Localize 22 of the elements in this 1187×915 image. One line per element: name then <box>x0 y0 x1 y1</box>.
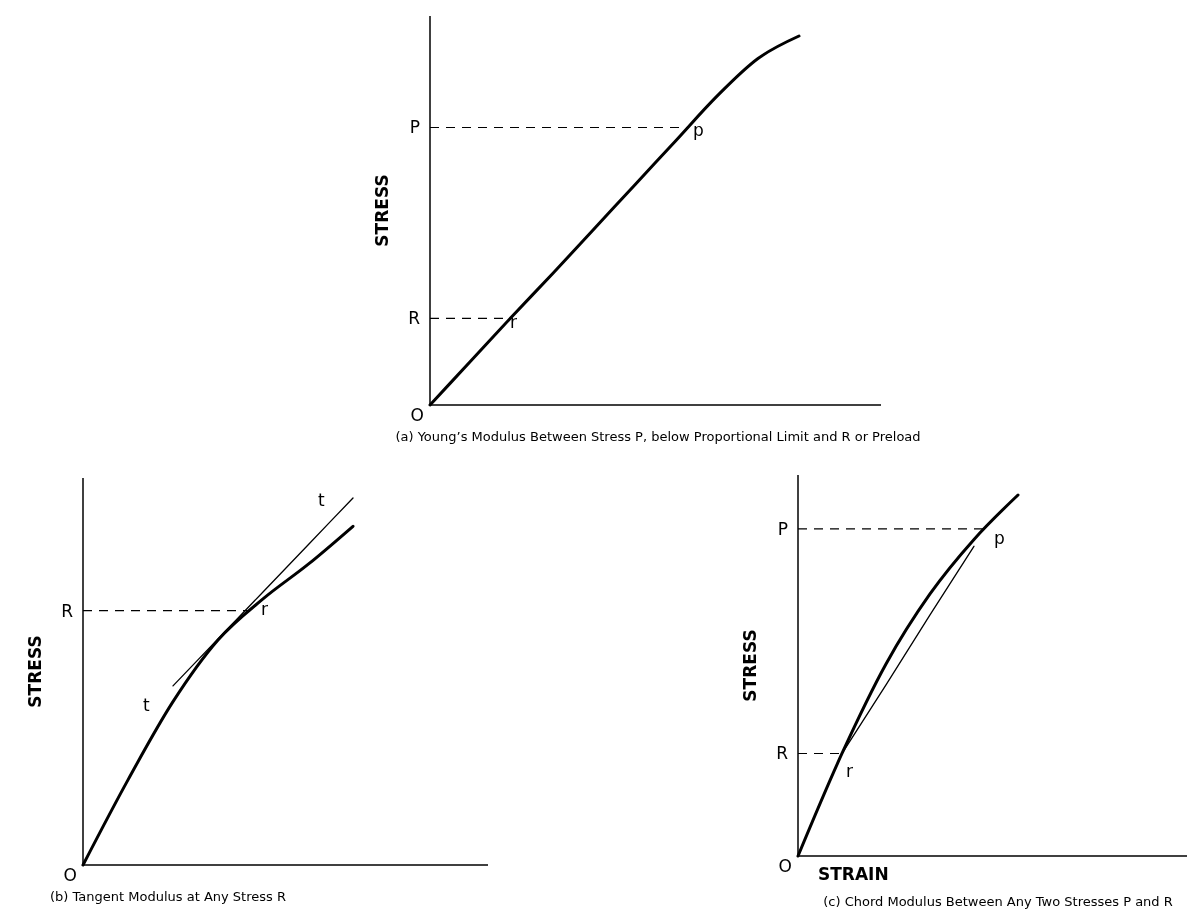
text: (c) Chord Modulus Between Any Two Stresses P and R <box>823 894 1173 909</box>
y-axis-title: STRESS <box>372 174 392 247</box>
annotation: r <box>261 598 268 619</box>
annotation: t <box>318 489 325 510</box>
text: (a) Young’s Modulus Between Stress P, below Proportional Limit and R or Preload <box>395 429 921 444</box>
y-axis-title: STRESS <box>25 635 45 708</box>
annotation: t <box>143 694 150 715</box>
y-axis-title: STRESS <box>740 629 760 702</box>
text: O <box>63 864 77 885</box>
annotation: p <box>693 119 704 140</box>
x-axis-title: STRAIN <box>818 864 889 884</box>
ref-line-label: R <box>61 600 74 621</box>
ref-line-label: R <box>776 743 789 764</box>
ref-line-label: R <box>408 308 421 329</box>
annotation: r <box>846 760 853 781</box>
text: (b) Tangent Modulus at Any Stress R <box>50 889 286 904</box>
annotation: r <box>510 311 517 332</box>
text: O <box>410 404 424 425</box>
text: O <box>778 855 792 876</box>
ref-line-label: P <box>409 117 420 138</box>
annotation: p <box>994 527 1005 548</box>
ref-line-label: P <box>777 518 788 539</box>
